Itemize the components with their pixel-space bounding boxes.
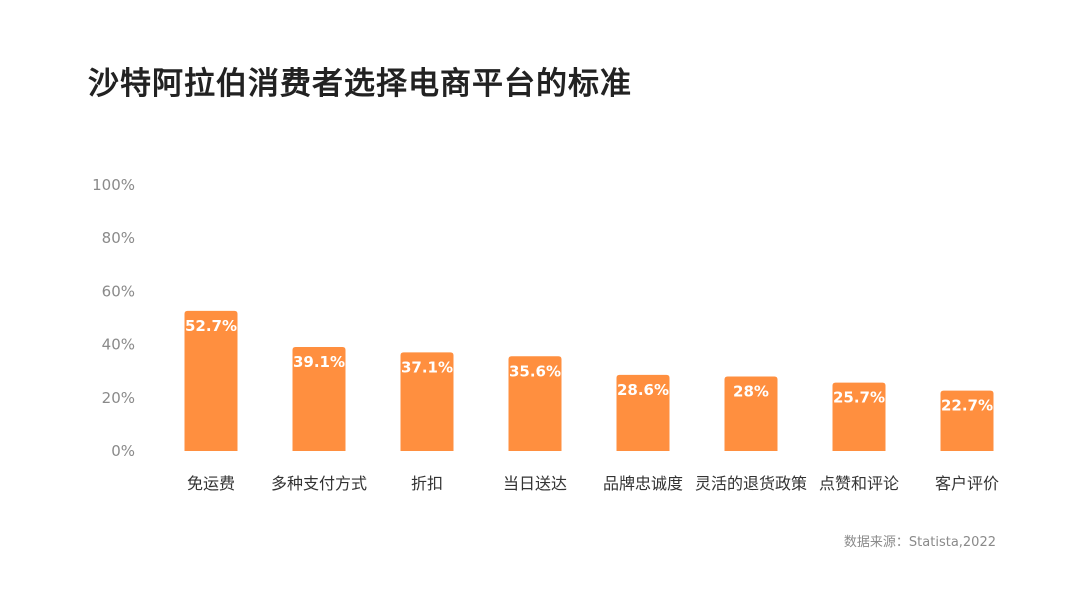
data-label: 52.7% — [185, 317, 237, 335]
x-tick-label: 当日送达 — [503, 474, 567, 493]
bar — [940, 390, 994, 451]
data-label: 39.1% — [293, 353, 345, 371]
bar — [508, 356, 562, 451]
bar — [616, 374, 670, 451]
bar — [292, 346, 346, 451]
data-labels: 52.7% 39.1% 37.1% 35.6% 28.6% 28% 25.7% 22.7% — [185, 317, 993, 415]
x-axis-labels: 免运费 多种支付方式 折扣 当日送达 品牌忠诚度 灵活的退货政策 点赞和评论 客户评价 — [187, 474, 999, 493]
bar — [400, 352, 454, 451]
y-tick-label: 40% — [102, 336, 135, 354]
y-tick-label: 20% — [102, 389, 135, 407]
y-axis-ticks: 0% 20% 40% 60% 80% 100% — [92, 176, 135, 460]
x-tick-label: 点赞和评论 — [819, 474, 899, 493]
data-label: 28.6% — [617, 381, 669, 399]
y-tick-label: 60% — [102, 282, 135, 300]
x-tick-label: 品牌忠诚度 — [603, 474, 683, 493]
x-tick-label: 免运费 — [187, 474, 235, 493]
data-label: 35.6% — [509, 362, 561, 380]
x-tick-label: 客户评价 — [935, 474, 999, 493]
data-label: 28% — [733, 383, 769, 401]
data-label: 22.7% — [941, 397, 993, 415]
source-note: 数据来源：Statista,2022 — [843, 535, 996, 550]
data-label: 25.7% — [833, 389, 885, 407]
x-tick-label: 灵活的退货政策 — [695, 474, 807, 493]
x-tick-label: 折扣 — [411, 474, 443, 493]
y-tick-label: 0% — [111, 442, 135, 460]
y-tick-label: 100% — [92, 176, 135, 194]
bar — [832, 382, 886, 451]
bar — [184, 310, 238, 451]
data-label: 37.1% — [401, 358, 453, 376]
bar — [724, 376, 778, 451]
bars — [184, 310, 994, 451]
chart-title: 沙特阿拉伯消费者选择电商平台的标准 — [88, 66, 632, 102]
x-tick-label: 多种支付方式 — [271, 474, 367, 493]
y-tick-label: 80% — [102, 229, 135, 247]
